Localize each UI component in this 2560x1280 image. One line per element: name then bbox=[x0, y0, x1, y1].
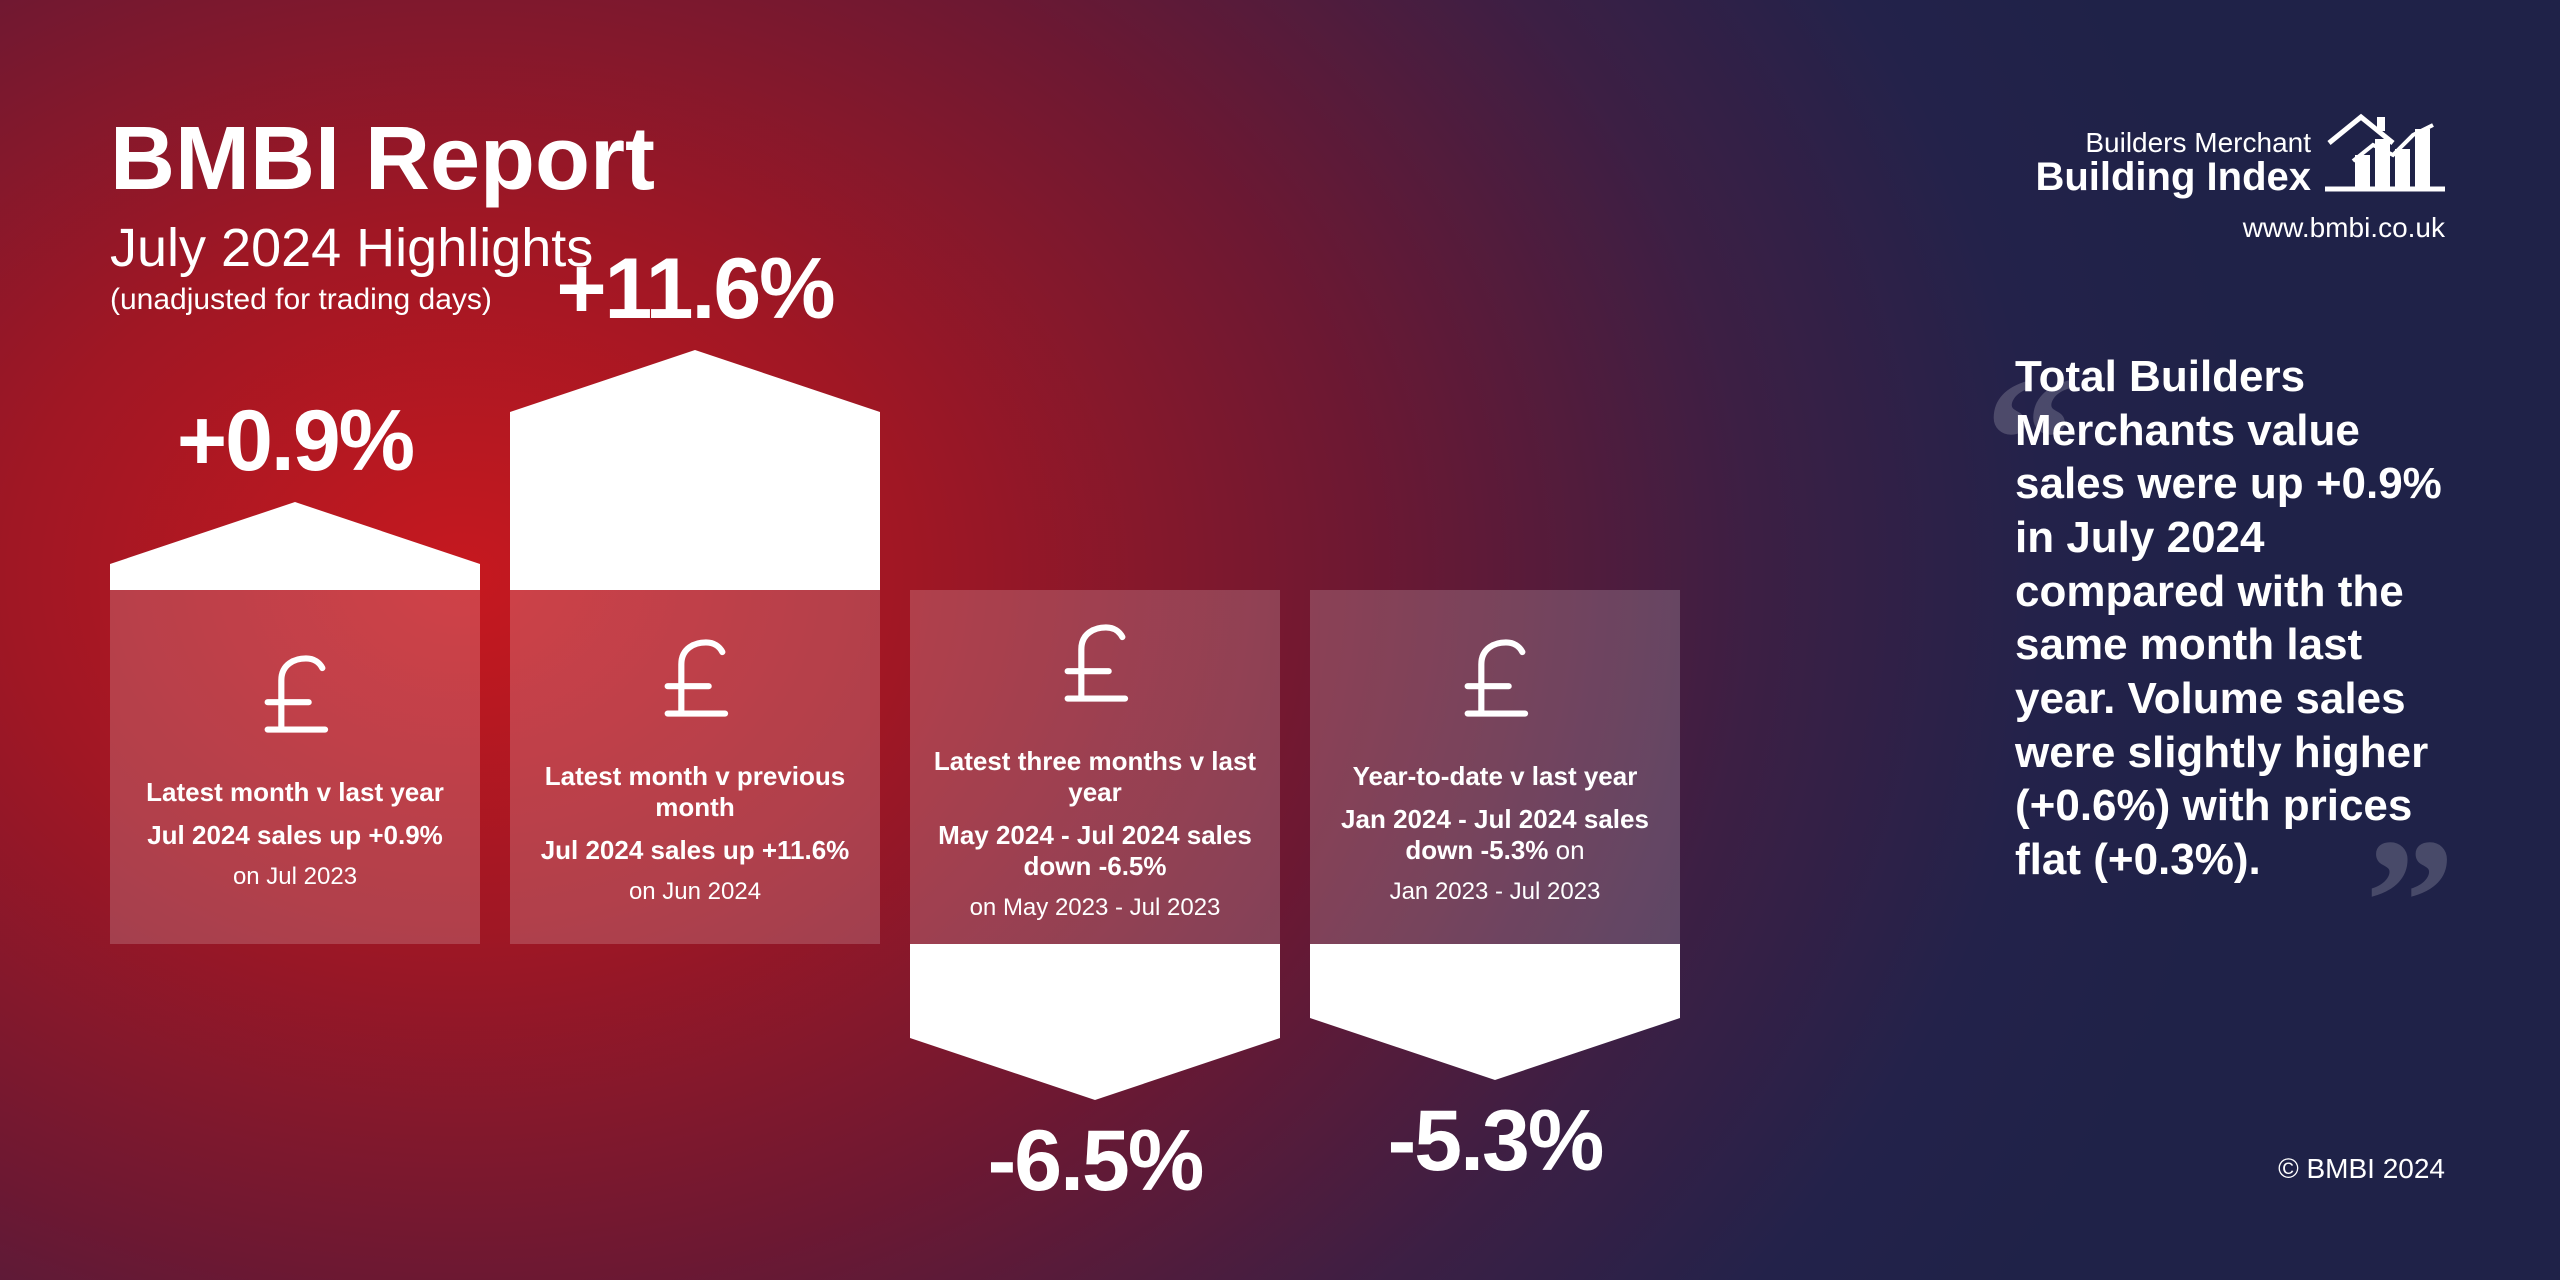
cards-row: Latest month v last year Jul 2024 sales u… bbox=[110, 590, 1680, 944]
logo-url: www.bmbi.co.uk bbox=[2035, 212, 2445, 244]
metric-baseline: Jan 2023 - Jul 2023 bbox=[1390, 878, 1601, 906]
metric-comparison-label: Latest month v previous month bbox=[524, 761, 866, 823]
metric-detail: May 2024 - Jul 2024 sales down -6.5% bbox=[924, 820, 1266, 882]
metric-comparison-label: Year-to-date v last year bbox=[1353, 761, 1638, 792]
metric-comparison-label: Latest month v last year bbox=[146, 777, 444, 808]
metric-detail: Jan 2024 - Jul 2024 sales down -5.3% on bbox=[1324, 804, 1666, 866]
logo-block: Builders Merchant Building Index bbox=[2035, 105, 2445, 244]
pound-icon bbox=[1454, 628, 1536, 733]
metric-percentage: +0.9% bbox=[110, 392, 480, 491]
metric-card: Latest month v previous month Jul 2024 sa… bbox=[510, 590, 880, 944]
quote-block: “ Total Builders Merchants value sales w… bbox=[2015, 350, 2445, 887]
quote-text: Total Builders Merchants value sales wer… bbox=[2015, 350, 2445, 887]
copyright-text: © BMBI 2024 bbox=[2278, 1153, 2445, 1185]
report-title: BMBI Report bbox=[110, 108, 655, 211]
pound-icon bbox=[654, 628, 736, 733]
metric-card-box: Year-to-date v last year Jan 2024 - Jul 2… bbox=[1310, 590, 1680, 944]
metric-detail: Jul 2024 sales up +0.9% bbox=[147, 820, 443, 851]
metric-percentage: +11.6% bbox=[510, 240, 880, 339]
metric-card: Year-to-date v last year Jan 2024 - Jul 2… bbox=[1310, 590, 1680, 944]
logo-icon bbox=[2325, 105, 2445, 200]
arrow-up-icon bbox=[110, 502, 480, 590]
logo-text-line2: Building Index bbox=[2035, 155, 2311, 200]
arrow-up-icon bbox=[510, 350, 880, 590]
pound-icon bbox=[254, 644, 336, 749]
metric-card-box: Latest month v previous month Jul 2024 sa… bbox=[510, 590, 880, 944]
arrow-down-icon bbox=[910, 944, 1280, 1100]
metric-card-box: Latest three months v last year May 2024 … bbox=[910, 590, 1280, 944]
metric-percentage: -6.5% bbox=[910, 1112, 1280, 1211]
metric-percentage: -5.3% bbox=[1310, 1092, 1680, 1191]
metric-card: Latest three months v last year May 2024 … bbox=[910, 590, 1280, 944]
metric-baseline: on Jul 2023 bbox=[233, 863, 357, 891]
infographic-canvas: BMBI Report July 2024 Highlights (unadju… bbox=[0, 0, 2560, 1280]
arrow-down-icon bbox=[1310, 944, 1680, 1080]
metric-card-box: Latest month v last year Jul 2024 sales u… bbox=[110, 590, 480, 944]
metric-card: Latest month v last year Jul 2024 sales u… bbox=[110, 590, 480, 944]
pound-icon bbox=[1054, 613, 1136, 718]
metric-baseline: on Jun 2024 bbox=[629, 878, 761, 906]
metric-baseline: on May 2023 - Jul 2023 bbox=[970, 894, 1221, 922]
metric-comparison-label: Latest three months v last year bbox=[924, 746, 1266, 808]
metric-detail: Jul 2024 sales up +11.6% bbox=[541, 835, 850, 866]
